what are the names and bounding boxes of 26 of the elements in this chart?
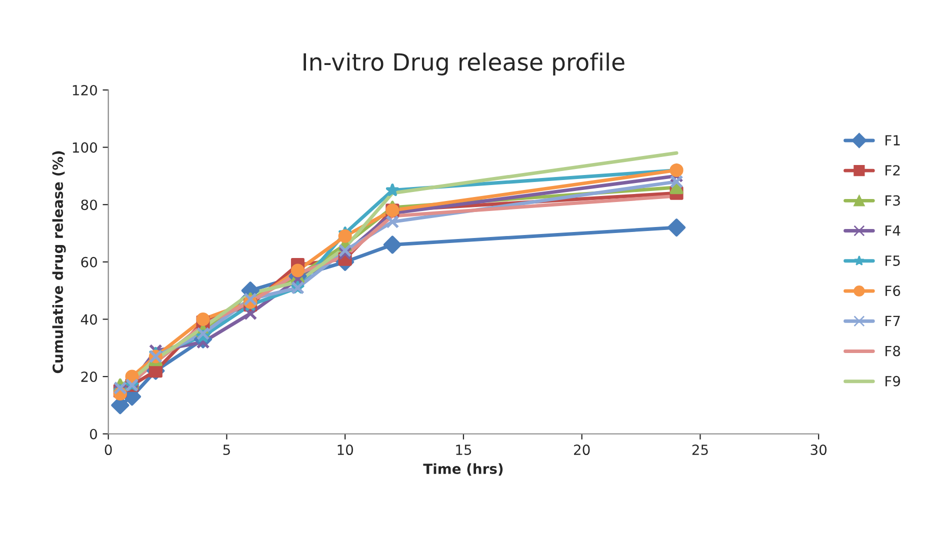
y-axis-title: Cumulative drug release (%): [52, 151, 66, 374]
x-tick-label: 0: [104, 444, 112, 456]
legend-label: F4: [886, 226, 900, 236]
x-tick-label: 25: [692, 444, 708, 456]
y-tick-label: 60: [81, 256, 97, 268]
x-tick-label: 30: [810, 444, 827, 456]
x-tick-label: 10: [338, 444, 353, 456]
y-tick-label: 40: [80, 314, 97, 325]
y-tick-label: 20: [81, 372, 97, 382]
y-tick-label: 120: [72, 84, 97, 96]
y-tick-label: 80: [81, 200, 97, 210]
legend-label: F9: [886, 376, 900, 386]
legend-label: F6: [886, 286, 900, 296]
x-tick-label: 5: [223, 444, 230, 456]
x-axis-title: Time (hrs): [423, 463, 503, 476]
legend-label: F8: [886, 346, 900, 356]
legend-label: F1: [886, 135, 900, 146]
x-tick-label: 15: [456, 444, 472, 456]
chart-title: In-vitro Drug release profile: [304, 52, 624, 76]
x-tick-label: 20: [574, 444, 590, 456]
y-tick-label: 0: [90, 428, 97, 440]
legend-label: F7: [886, 316, 900, 326]
legend-label: F5: [886, 256, 900, 266]
y-tick-label: 100: [72, 142, 97, 153]
legend-label: F3: [886, 195, 900, 206]
legend-label: F2: [886, 165, 900, 176]
